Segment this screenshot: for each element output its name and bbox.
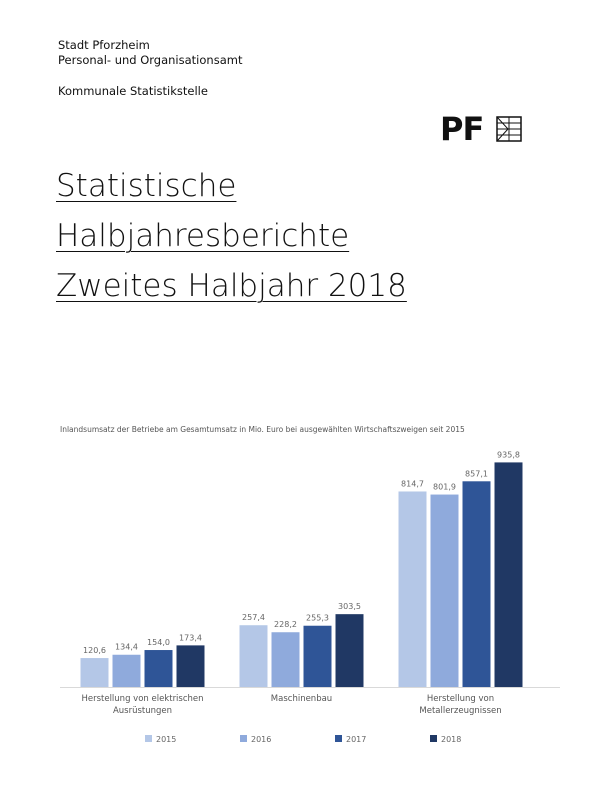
value-label: 120,6 <box>83 646 106 655</box>
bar <box>430 494 459 687</box>
value-label: 935,8 <box>497 450 520 459</box>
legend-label: 2017 <box>346 735 366 744</box>
x-tick-label: Maschinenbau <box>270 694 333 704</box>
value-label: 857,1 <box>465 469 488 478</box>
legend-swatch <box>145 735 152 742</box>
bar <box>144 650 173 687</box>
value-label: 257,4 <box>242 613 265 622</box>
value-label: 303,5 <box>338 602 361 611</box>
legend-swatch <box>335 735 342 742</box>
logo-text: PF <box>440 110 484 148</box>
value-label: 173,4 <box>179 633 202 642</box>
title-line: Statistische <box>56 168 237 204</box>
bar <box>335 614 364 687</box>
bar <box>398 491 427 687</box>
header-line: Stadt Pforzheim <box>58 38 150 52</box>
chart-subtitle: Inlandsumsatz der Betriebe am Gesamtumsa… <box>60 425 465 434</box>
bar <box>80 658 109 687</box>
legend-label: 2018 <box>441 735 461 744</box>
x-tick-label: Herstellung von Metallerzeugnissen <box>419 694 502 716</box>
logo-icon <box>496 116 522 142</box>
header-unit: Kommunale Statistikstelle <box>58 84 208 98</box>
bar <box>462 481 491 687</box>
value-label: 134,4 <box>115 643 138 652</box>
chart: Inlandsumsatz der Betriebe am Gesamtumsa… <box>60 425 560 744</box>
x-tick-label: Herstellung von elektrischen Ausrüstunge… <box>81 694 204 716</box>
title-line: Halbjahresberichte <box>56 218 350 254</box>
value-label: 814,7 <box>401 479 424 488</box>
header-line: Personal- und Organisationsamt <box>58 53 243 67</box>
value-label: 801,9 <box>433 483 456 492</box>
bar <box>112 654 141 687</box>
bar <box>176 645 205 687</box>
value-label: 154,0 <box>147 638 170 647</box>
legend-label: 2016 <box>251 735 271 744</box>
value-label: 228,2 <box>274 620 297 629</box>
title-line: Zweites Halbjahr 2018 <box>56 268 407 304</box>
legend-swatch <box>240 735 247 742</box>
bar <box>494 462 523 687</box>
legend-label: 2015 <box>156 735 176 744</box>
legend-swatch <box>430 735 437 742</box>
bar <box>303 625 332 687</box>
bar <box>239 625 268 687</box>
bar <box>271 632 300 687</box>
value-label: 255,3 <box>306 614 329 623</box>
